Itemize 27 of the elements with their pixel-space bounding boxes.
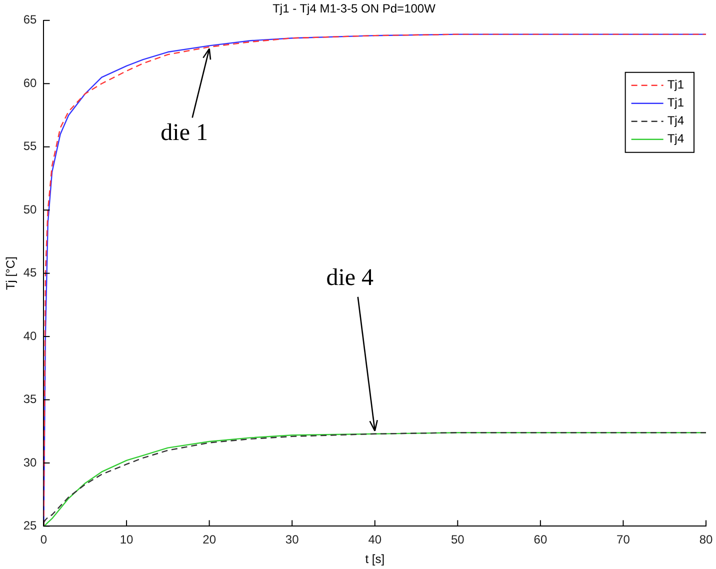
x-axis-title: t [s]: [365, 552, 385, 566]
x-tick-label: 40: [368, 532, 382, 547]
x-tick-label: 30: [285, 532, 300, 547]
y-tick-label: 40: [23, 328, 38, 343]
legend-label: Tj4: [667, 132, 684, 146]
y-tick-label: 55: [23, 139, 38, 154]
x-tick-label: 10: [120, 532, 134, 547]
x-tick-label: 50: [450, 532, 465, 547]
x-tick-label: 0: [40, 532, 48, 547]
y-tick-label: 60: [23, 76, 38, 90]
y-tick-label: 25: [23, 518, 38, 533]
y-tick-label: 50: [23, 202, 38, 216]
legend-label: Tj4: [667, 114, 684, 128]
x-tick-label: 70: [616, 532, 630, 547]
legend-label: Tj1: [667, 96, 684, 110]
y-tick-label: 65: [23, 12, 38, 27]
y-tick-label: 45: [23, 266, 38, 280]
x-tick-label: 20: [202, 532, 216, 547]
chart-title: Tj1 - Tj4 M1-3-5 ON Pd=100W: [272, 2, 436, 16]
x-tick-label: 80: [699, 532, 713, 547]
x-tick-label: 60: [534, 532, 548, 547]
legend-label: Tj1: [667, 78, 684, 92]
y-axis-title: Tj [°C]: [4, 256, 18, 290]
y-tick-label: 30: [23, 455, 38, 470]
annotation: die 1: [160, 120, 208, 146]
annotation: die 4: [326, 265, 374, 292]
y-tick-label: 35: [23, 392, 38, 406]
